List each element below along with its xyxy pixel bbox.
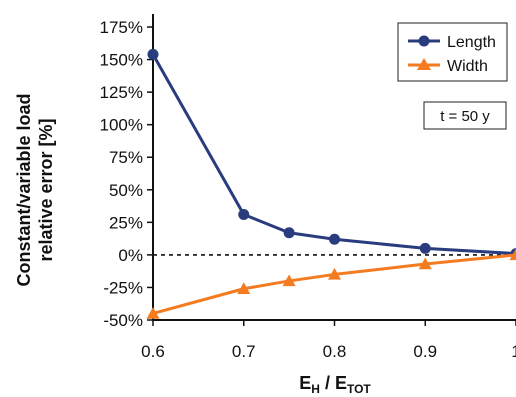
- x-axis-title-sub1: H: [311, 382, 320, 396]
- length-data-point: [329, 233, 340, 245]
- width-data-point: [146, 306, 160, 319]
- y-tick-label: -25%: [103, 278, 143, 297]
- width-data-point: [282, 274, 296, 287]
- time-annotation: t = 50 y: [423, 101, 507, 130]
- time-annotation-frame: [423, 101, 507, 130]
- x-tick-label: 1: [511, 342, 516, 361]
- y-tick-label: 100%: [100, 116, 143, 135]
- y-axis-title: Constant/variable load relative error [%…: [14, 93, 56, 286]
- y-tick-label: 0%: [118, 246, 143, 265]
- width-data-point: [328, 267, 341, 280]
- y-tick-label: 125%: [100, 83, 143, 102]
- x-axis-title: EH / ETOT: [299, 373, 371, 396]
- x-tick-label: 0.9: [413, 342, 437, 361]
- series-layer: [146, 48, 516, 319]
- length-data-point: [238, 209, 250, 221]
- x-tick-label: 0.8: [323, 342, 347, 361]
- width-data-point: [509, 248, 516, 261]
- legend-width-marker: [417, 58, 431, 70]
- legend: Length Width: [397, 22, 508, 82]
- length-data-point: [419, 242, 431, 254]
- tick-labels: -50% -25% 0% 25% 50% 75% 100% 125% 150% 175% 0.6 0.…: [100, 18, 516, 361]
- width-data-point: [418, 257, 432, 270]
- x-axis-title-sub2: TOT: [347, 382, 371, 396]
- y-tick-label: 175%: [100, 18, 143, 37]
- width-data-point: [237, 282, 251, 294]
- legend-width-label: Width: [447, 58, 488, 75]
- y-tick-label: -50%: [103, 311, 143, 330]
- x-axis-title-e2: E: [335, 373, 347, 393]
- x-tick-label: 0.6: [141, 342, 165, 361]
- x-axis-title-e1: E: [299, 373, 311, 393]
- length-data-point: [147, 48, 159, 60]
- legend-length-marker: [418, 35, 430, 47]
- y-axis-title-line2: relative error [%]: [36, 118, 56, 261]
- y-tick-label: 75%: [109, 148, 143, 167]
- legend-length-label: Length: [447, 34, 496, 51]
- legend-frame: [397, 22, 508, 82]
- length-series-line: [151, 53, 516, 256]
- y-tick-label: 25%: [109, 213, 143, 232]
- y-axis-title-line1: Constant/variable load: [14, 93, 34, 286]
- y-tick-label: 50%: [109, 181, 143, 200]
- x-axis-title-sep: /: [320, 373, 335, 393]
- length-data-point: [283, 227, 295, 239]
- time-annotation-label: t = 50 y: [440, 108, 490, 125]
- x-tick-label: 0.7: [232, 342, 256, 361]
- width-series-line: [152, 253, 516, 315]
- axes: [147, 14, 516, 326]
- y-tick-label: 150%: [100, 51, 143, 70]
